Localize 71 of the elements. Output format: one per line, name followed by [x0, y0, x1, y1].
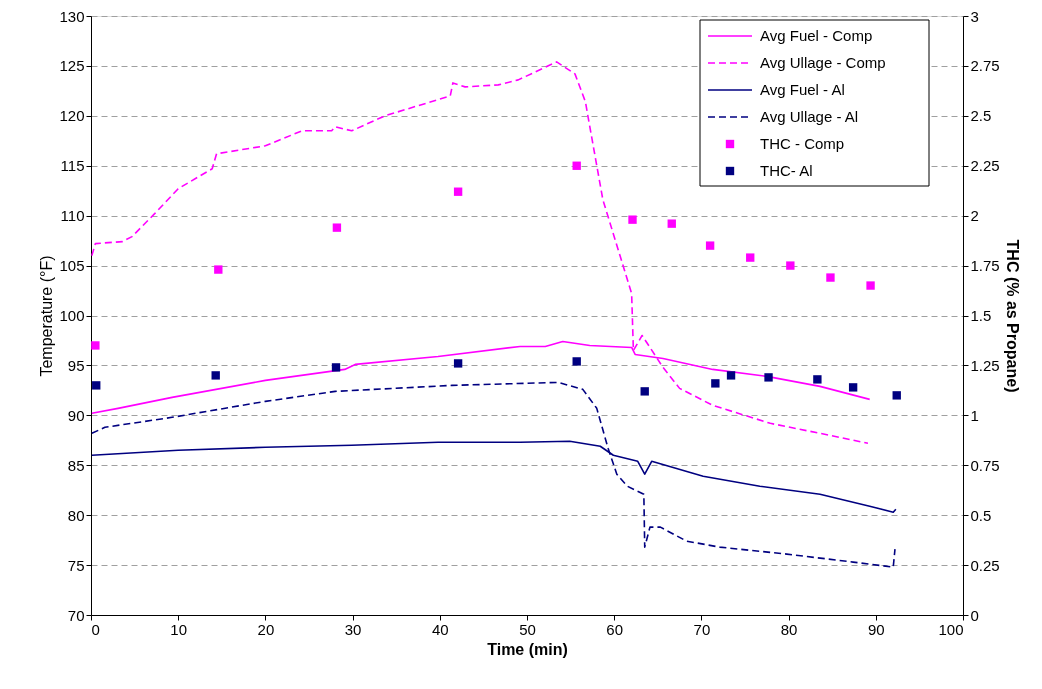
x-axis-title: Time (min)	[487, 640, 568, 658]
y2-tick-label: 1.5	[970, 307, 992, 324]
y-axis-title: Temperature (°F)	[38, 255, 56, 377]
y2-tick-label: 2.5	[970, 107, 992, 125]
y-tick-label: 80	[67, 506, 85, 524]
y2-tick-label: 2	[970, 207, 979, 225]
line-series	[91, 381, 896, 568]
point	[786, 261, 795, 270]
x-tick-label: 60	[606, 620, 624, 638]
y-tick-label: 115	[60, 157, 85, 175]
point	[813, 375, 822, 384]
y2-tick-label: 1.25	[970, 356, 1000, 374]
legend-label: THC - Comp	[760, 135, 845, 152]
y2-tick-label: 1	[970, 406, 979, 424]
point	[726, 371, 736, 380]
point	[764, 373, 773, 382]
point	[667, 219, 676, 228]
point	[705, 241, 715, 250]
y-tick-label: 110	[60, 207, 85, 225]
y-tick-label: 75	[67, 556, 85, 574]
y-tick-label: 120	[59, 107, 85, 125]
point	[640, 387, 649, 396]
point	[211, 371, 220, 380]
x-tick-label: 40	[431, 620, 449, 638]
x-tick-label: 0	[91, 620, 100, 638]
y-tick-label: 90	[67, 406, 85, 424]
y2-axis-title: THC (% as Propane)	[1003, 239, 1021, 393]
x-tick-label: 100	[938, 620, 964, 638]
y2-tick-label: 0	[970, 606, 979, 624]
point	[628, 215, 637, 224]
point	[746, 253, 755, 262]
point	[892, 391, 901, 400]
legend-label: THC- Al	[760, 162, 813, 179]
x-tick-label: 50	[519, 620, 536, 638]
point	[711, 379, 720, 388]
point	[331, 363, 341, 372]
y2-tick-label: 2.75	[970, 57, 1000, 75]
y2-tick-label: 0.5	[970, 506, 992, 524]
y-tick-label: 130	[59, 7, 85, 25]
y2-tick-label: 2.25	[970, 157, 1000, 175]
legend-label: Avg Ullage - Comp	[760, 54, 886, 71]
point	[214, 265, 223, 274]
y2-tick-label: 1.75	[970, 257, 1000, 275]
y-tick-label: 100	[59, 307, 85, 324]
x-tick-label: 70	[693, 620, 711, 638]
point	[453, 187, 463, 196]
y-tick-label: 70	[67, 606, 85, 624]
y-tick-label: 85	[67, 456, 85, 474]
y2-tick-label: 0.25	[970, 556, 1000, 574]
x-tick-label: 20	[257, 620, 275, 638]
point	[572, 357, 581, 366]
point	[826, 273, 835, 282]
point	[91, 341, 100, 350]
point	[332, 223, 342, 232]
point	[866, 281, 875, 290]
x-tick-label: 90	[867, 620, 885, 638]
legend-label: Avg Fuel - Al	[760, 81, 845, 98]
x-tick-label: 80	[780, 620, 798, 638]
y-tick-label: 95	[67, 356, 85, 374]
legend-label: Avg Ullage - Al	[760, 108, 859, 125]
point	[572, 161, 581, 170]
legend-label: Avg Fuel - Comp	[760, 27, 873, 44]
x-tick-label: 30	[344, 620, 362, 638]
y-tick-label: 125	[59, 57, 85, 75]
y2-tick-label: 0.75	[970, 456, 1000, 474]
y-tick-label: 105	[59, 257, 85, 275]
point	[92, 381, 101, 390]
point	[848, 383, 858, 392]
point	[453, 359, 463, 368]
y2-tick-label: 3	[970, 7, 979, 25]
x-tick-label: 10	[170, 620, 188, 638]
